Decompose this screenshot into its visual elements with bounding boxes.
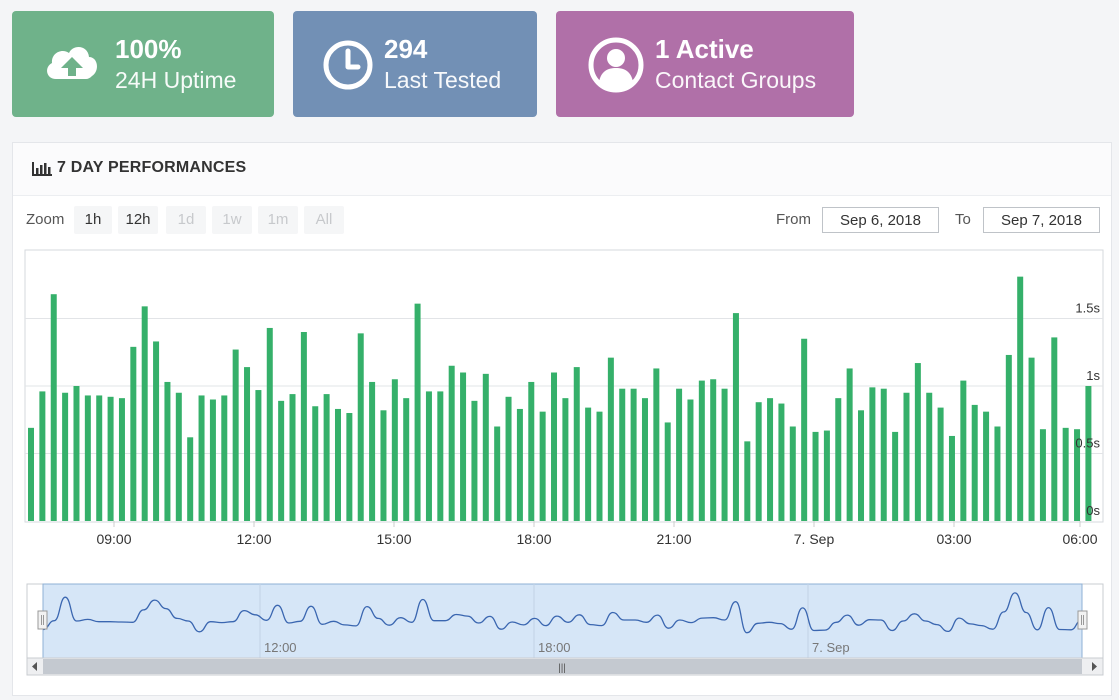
from-date-input[interactable]: Sep 6, 2018: [822, 207, 939, 233]
stat-card-last-tested: 294 Last Tested: [293, 11, 537, 117]
zoom-1d-button[interactable]: 1d: [166, 206, 206, 234]
bar-chart-icon: [32, 162, 52, 176]
zoom-12h-button[interactable]: 12h: [118, 206, 158, 234]
panel-title: 7 DAY PERFORMANCES: [57, 159, 247, 176]
panel-header: 7 DAY PERFORMANCES: [13, 143, 1111, 196]
contact-groups-label: Contact Groups: [655, 67, 817, 93]
uptime-value: 100%: [115, 34, 182, 64]
zoom-1m-button[interactable]: 1m: [258, 206, 298, 234]
last-tested-label: Last Tested: [384, 67, 502, 93]
clock-icon: [323, 40, 373, 90]
user-circle-icon: [588, 37, 644, 93]
stat-card-uptime: 100% 24H Uptime: [12, 11, 274, 117]
uptime-label: 24H Uptime: [115, 67, 237, 93]
to-label: To: [955, 211, 971, 228]
to-date-input[interactable]: Sep 7, 2018: [983, 207, 1100, 233]
last-tested-value: 294: [384, 34, 428, 64]
zoom-1h-button[interactable]: 1h: [74, 206, 112, 234]
performance-panel: 7 DAY PERFORMANCES Zoom 1h 12h 1d 1w 1m …: [12, 142, 1112, 696]
contact-groups-value: 1 Active: [655, 34, 754, 64]
cloud-upload-icon: [47, 47, 98, 79]
zoom-label: Zoom: [26, 211, 65, 228]
from-label: From: [776, 211, 811, 228]
stat-card-contact-groups: 1 Active Contact Groups: [556, 11, 854, 117]
zoom-all-button[interactable]: All: [304, 206, 344, 234]
zoom-1w-button[interactable]: 1w: [212, 206, 252, 234]
